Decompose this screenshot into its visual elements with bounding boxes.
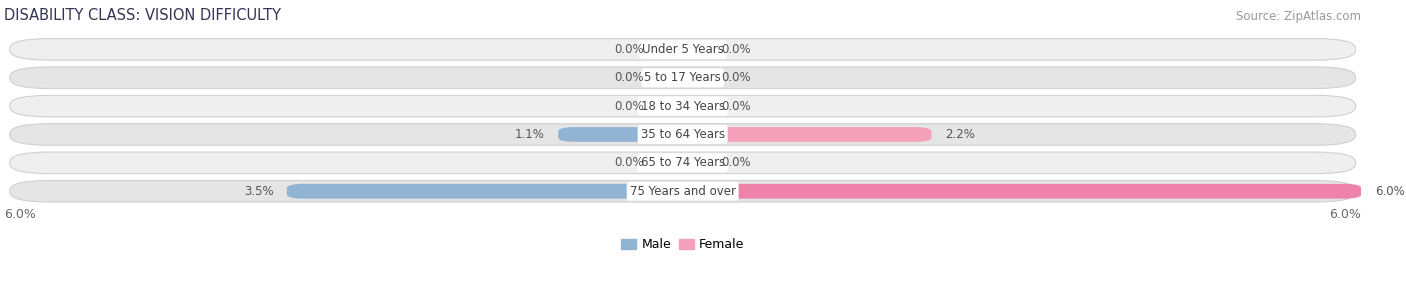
Text: 18 to 34 Years: 18 to 34 Years — [641, 100, 724, 112]
FancyBboxPatch shape — [658, 70, 683, 85]
FancyBboxPatch shape — [558, 127, 683, 142]
FancyBboxPatch shape — [683, 42, 707, 57]
Text: 75 Years and over: 75 Years and over — [630, 185, 735, 198]
Text: 6.0%: 6.0% — [4, 208, 37, 221]
FancyBboxPatch shape — [683, 99, 707, 113]
Text: 0.0%: 0.0% — [614, 43, 644, 56]
Text: 0.0%: 0.0% — [721, 156, 751, 169]
Text: Source: ZipAtlas.com: Source: ZipAtlas.com — [1236, 10, 1361, 23]
FancyBboxPatch shape — [10, 39, 1355, 60]
FancyBboxPatch shape — [658, 42, 683, 57]
Legend: Male, Female: Male, Female — [616, 233, 749, 256]
Text: 6.0%: 6.0% — [1375, 185, 1405, 198]
Text: 0.0%: 0.0% — [614, 100, 644, 112]
Text: 0.0%: 0.0% — [721, 71, 751, 84]
FancyBboxPatch shape — [683, 127, 931, 142]
FancyBboxPatch shape — [10, 124, 1355, 145]
FancyBboxPatch shape — [287, 184, 683, 199]
FancyBboxPatch shape — [683, 184, 1361, 199]
FancyBboxPatch shape — [658, 155, 683, 170]
Text: 1.1%: 1.1% — [515, 128, 544, 141]
FancyBboxPatch shape — [10, 95, 1355, 117]
Text: Under 5 Years: Under 5 Years — [641, 43, 724, 56]
Text: 0.0%: 0.0% — [721, 43, 751, 56]
FancyBboxPatch shape — [658, 99, 683, 113]
Text: 0.0%: 0.0% — [614, 71, 644, 84]
Text: 2.2%: 2.2% — [945, 128, 974, 141]
FancyBboxPatch shape — [683, 155, 707, 170]
FancyBboxPatch shape — [683, 70, 707, 85]
Text: 0.0%: 0.0% — [614, 156, 644, 169]
Text: 3.5%: 3.5% — [243, 185, 273, 198]
FancyBboxPatch shape — [10, 152, 1355, 174]
FancyBboxPatch shape — [10, 181, 1355, 202]
Text: 6.0%: 6.0% — [1329, 208, 1361, 221]
FancyBboxPatch shape — [10, 67, 1355, 88]
Text: DISABILITY CLASS: VISION DIFFICULTY: DISABILITY CLASS: VISION DIFFICULTY — [4, 8, 281, 23]
Text: 65 to 74 Years: 65 to 74 Years — [641, 156, 725, 169]
Text: 0.0%: 0.0% — [721, 100, 751, 112]
Text: 5 to 17 Years: 5 to 17 Years — [644, 71, 721, 84]
Text: 35 to 64 Years: 35 to 64 Years — [641, 128, 724, 141]
